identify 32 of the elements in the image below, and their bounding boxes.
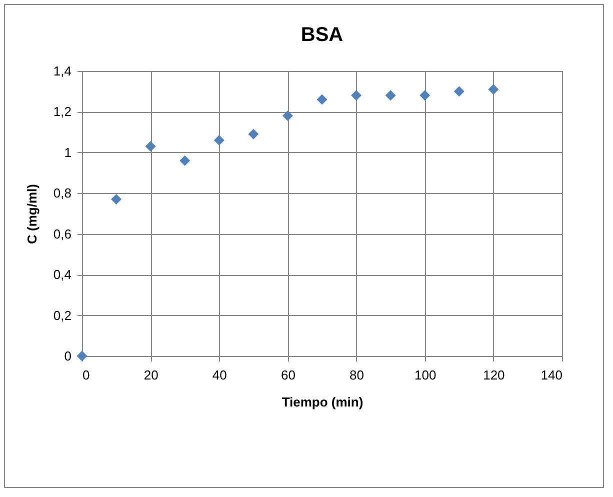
point — [454, 86, 464, 97]
y-tick-label: 0,8 — [53, 186, 72, 201]
x-tick-label: 60 — [280, 368, 296, 382]
y-tick-label: 1,4 — [53, 64, 72, 78]
x-tick-label: 120 — [483, 368, 505, 382]
point — [111, 194, 122, 204]
y-tick-label: 0,2 — [53, 308, 72, 323]
x-tick-label: 20 — [144, 368, 158, 382]
x-tick-label: 0 — [82, 368, 90, 382]
point — [385, 90, 396, 101]
point — [214, 134, 224, 146]
x-tick-label: 40 — [212, 368, 227, 382]
point — [282, 110, 293, 122]
x-tick-label: 80 — [350, 368, 364, 382]
point — [488, 84, 499, 95]
point — [420, 90, 430, 101]
chart-title: BSA — [300, 24, 344, 46]
y-tick-label: 0,4 — [53, 267, 72, 282]
y-axis-title: C (mg/ml) — [24, 184, 40, 244]
point — [180, 155, 190, 166]
x-tick-label: 140 — [540, 368, 562, 382]
x-tick-label: 100 — [414, 368, 436, 382]
point — [145, 141, 156, 152]
y-tick-label: 1,2 — [53, 104, 72, 120]
y-tick-label: 1 — [64, 144, 72, 160]
x-axis-title: Tiempo (min) — [282, 394, 364, 410]
point — [351, 90, 362, 101]
y-tick-label: 0,6 — [53, 226, 72, 242]
point — [248, 128, 259, 140]
point — [76, 350, 88, 362]
point — [316, 94, 328, 105]
y-tick-label: 0 — [64, 348, 72, 364]
